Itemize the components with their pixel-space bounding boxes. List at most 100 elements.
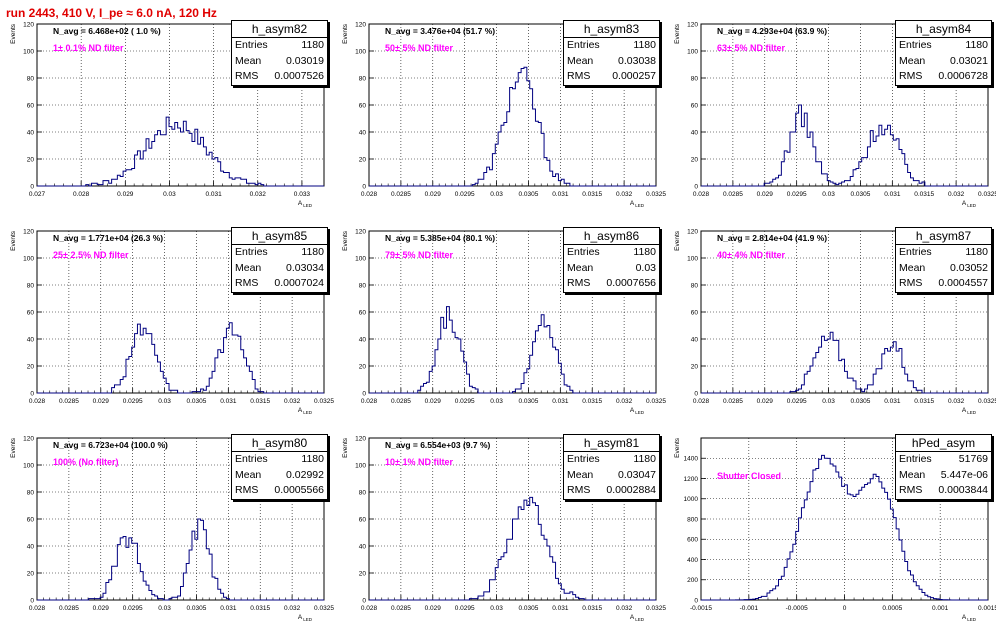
y-tick-label: 100 <box>355 462 366 469</box>
stat-entries: Entries 1180 <box>232 452 327 468</box>
x-tick-label: 0.0015 <box>978 605 996 612</box>
x-tick-label: 0.0285 <box>723 191 743 198</box>
histogram-line <box>369 66 656 187</box>
y-tick-label: 20 <box>359 570 367 577</box>
x-tick-label: 0.032 <box>948 191 965 198</box>
x-axis-label: ALED <box>630 200 645 208</box>
stat-mean-value: 0.03034 <box>286 261 324 274</box>
x-tick-label: 0.03 <box>158 605 171 612</box>
n-avg-annotation: N_avg = 4.293e+04 (63.9 %) <box>717 26 828 36</box>
x-tick-label: 0.028 <box>73 191 90 198</box>
histogram-svg: 0.028 0.0285 0.029 0.0295 0.03 0.0305 0.031 0.0… <box>342 21 666 208</box>
x-tick-label: 0.029 <box>93 398 110 405</box>
x-tick-label: 0.0295 <box>455 398 475 405</box>
x-tick-label: 0.032 <box>250 191 267 198</box>
stat-mean: Mean 0.03 <box>564 261 659 277</box>
y-tick-label: 60 <box>691 102 699 109</box>
x-tick-label: 0.03 <box>490 398 503 405</box>
stat-mean: Mean 0.03047 <box>564 468 659 484</box>
stat-rms-value: 0.0004557 <box>938 277 988 289</box>
stat-rms: RMS 0.0002884 <box>564 483 659 499</box>
y-tick-label: 40 <box>691 336 699 343</box>
stat-mean: Mean 0.03052 <box>896 261 991 277</box>
y-tick-label: 100 <box>23 462 34 469</box>
stat-rms: RMS 0.0003844 <box>896 483 991 499</box>
histogram-panel-h_asym84: 0.028 0.0285 0.029 0.0295 0.03 0.0305 0.031 0.0… <box>664 20 996 227</box>
stats-box: h_asym80 Entries 1180 Mean 0.02992 RMS 0.00055… <box>231 434 328 500</box>
stat-rms-value: 0.0005566 <box>274 484 324 496</box>
x-tick-label: 0.027 <box>29 191 46 198</box>
stat-rms: RMS 0.000257 <box>564 69 659 85</box>
stat-entries: Entries 1180 <box>564 245 659 261</box>
x-tick-label: -0.0005 <box>786 605 808 612</box>
histogram-svg: 0.028 0.0285 0.029 0.0295 0.03 0.0305 0.031 0.0… <box>342 228 666 415</box>
filter-label: 40± 4% ND filter <box>717 250 785 260</box>
histogram-line <box>701 104 988 187</box>
filter-label: 79± 5% ND filter <box>385 250 453 260</box>
y-axis-label: Events <box>10 230 17 251</box>
y-tick-label: 20 <box>27 156 35 163</box>
y-axis-label: Events <box>674 437 681 458</box>
stat-mean-value: 0.03047 <box>618 468 656 481</box>
x-tick-label: 0.0305 <box>518 398 538 405</box>
x-tick-label: 0.0315 <box>250 605 270 612</box>
y-axis-label: Events <box>10 437 17 458</box>
stat-entries-value: 1180 <box>633 453 656 465</box>
x-tick-label: 0.031 <box>552 191 569 198</box>
x-tick-label: 0.028 <box>29 398 46 405</box>
histogram-svg: 0.028 0.0285 0.029 0.0295 0.03 0.0305 0.031 0.0… <box>10 228 334 415</box>
stat-rms: RMS 0.0007656 <box>564 276 659 292</box>
n-avg-annotation: N_avg = 3.476e+04 (51.7 %) <box>385 26 496 36</box>
x-tick-label: 0.0325 <box>978 191 996 198</box>
x-tick-label: 0.0295 <box>123 398 143 405</box>
histogram-name: h_asym83 <box>564 21 659 38</box>
x-tick-label: 0.0325 <box>646 605 666 612</box>
y-tick-label: 60 <box>359 309 367 316</box>
x-tick-label: 0.0305 <box>186 398 206 405</box>
x-tick-label: 0.0305 <box>850 398 870 405</box>
x-axis-label: ALED <box>962 407 977 415</box>
y-tick-label: 20 <box>691 156 699 163</box>
stat-rms-value: 0.0006728 <box>938 70 988 82</box>
x-axis-label: ALED <box>630 407 645 415</box>
stats-box: h_asym87 Entries 1180 Mean 0.03052 RMS 0.00045… <box>895 227 992 293</box>
stat-mean-value: 0.03019 <box>286 54 324 67</box>
y-tick-label: 120 <box>23 228 34 235</box>
x-tick-label: 0.031 <box>220 605 237 612</box>
x-tick-label: 0.0285 <box>59 605 79 612</box>
x-tick-label: 0.0005 <box>882 605 902 612</box>
y-tick-label: 40 <box>359 129 367 136</box>
histogram-name: h_asym81 <box>564 435 659 452</box>
y-tick-label: 20 <box>691 363 699 370</box>
x-tick-label: 0.0315 <box>914 398 934 405</box>
x-tick-label: 0.0285 <box>391 398 411 405</box>
histogram-panel-h_asym81: 0.028 0.0285 0.029 0.0295 0.03 0.0305 0.031 0.0… <box>332 434 666 641</box>
stat-entries: Entries 51769 <box>896 452 991 468</box>
y-axis-label: Events <box>10 23 17 44</box>
x-tick-label: 0.0305 <box>518 191 538 198</box>
y-tick-label: 60 <box>27 102 35 109</box>
x-tick-label: 0.0285 <box>59 398 79 405</box>
histogram-line <box>369 306 656 394</box>
stat-rms: RMS 0.0005566 <box>232 483 327 499</box>
y-tick-label: 120 <box>355 435 366 442</box>
y-tick-label: 1400 <box>684 456 699 463</box>
stat-mean: Mean 0.02992 <box>232 468 327 484</box>
x-tick-label: 0.031 <box>884 191 901 198</box>
x-tick-label: 0.0315 <box>582 191 602 198</box>
y-tick-label: 20 <box>27 570 35 577</box>
x-tick-label: 0.001 <box>932 605 949 612</box>
x-tick-label: 0.0315 <box>582 398 602 405</box>
y-axis-label: Events <box>342 23 349 44</box>
y-tick-label: 20 <box>359 156 367 163</box>
stat-mean: Mean 0.03021 <box>896 54 991 70</box>
histogram-line <box>701 454 988 601</box>
x-tick-label: 0.0305 <box>850 191 870 198</box>
y-tick-label: 80 <box>27 75 35 82</box>
y-tick-label: 0 <box>694 597 698 604</box>
stat-mean-value: 0.02992 <box>286 468 324 481</box>
x-tick-label: 0.0315 <box>582 605 602 612</box>
run-title: run 2443, 410 V, I_pe ≈ 6.0 nA, 120 Hz <box>6 6 217 20</box>
y-tick-label: 60 <box>359 102 367 109</box>
x-tick-label: 0.028 <box>693 398 710 405</box>
